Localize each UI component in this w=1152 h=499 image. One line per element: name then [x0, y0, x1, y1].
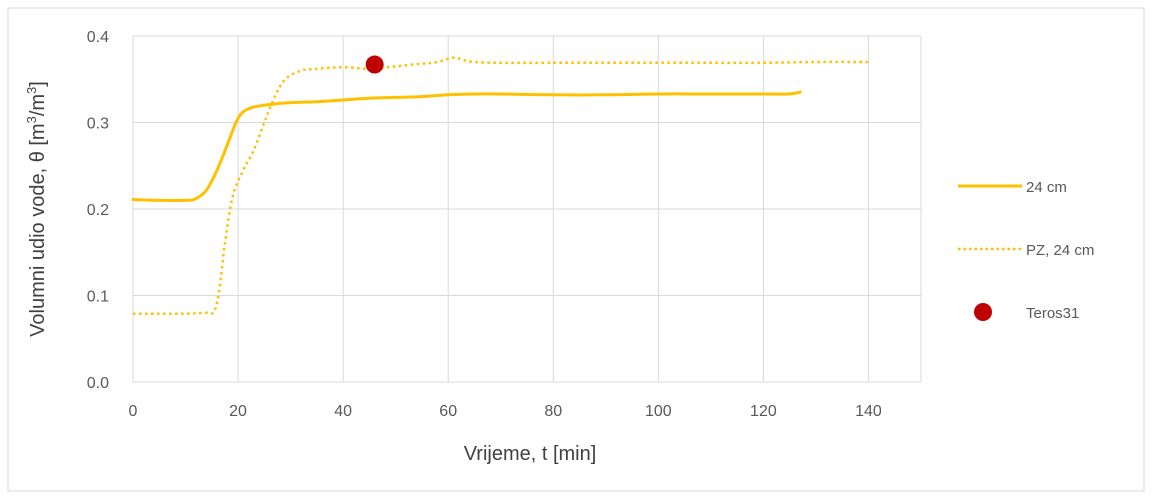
x-tick-label: 120 — [750, 403, 777, 420]
x-axis-title: Vrijeme, t [min] — [464, 443, 597, 465]
chart-area-border — [7, 7, 1145, 492]
y-tick-label: 0.3 — [87, 116, 109, 133]
x-tick-label: 40 — [334, 403, 352, 420]
x-tick-label: 0 — [129, 403, 138, 420]
y-tick-labels: 0.0 0.1 0.2 0.3 0.4 — [87, 29, 109, 392]
y-axis-title-suffix: ] — [27, 81, 49, 87]
y-tick-label: 0.4 — [87, 29, 109, 46]
series-line-24cm — [131, 90, 802, 203]
y-tick-label: 0.1 — [87, 289, 109, 306]
x-tick-label: 20 — [229, 403, 247, 420]
x-tick-label: 140 — [855, 403, 882, 420]
legend-label-pz-24cm: PZ, 24 cm — [1026, 242, 1094, 259]
y-axis-title-sup2: 3 — [24, 87, 39, 94]
legend: 24 cm PZ, 24 cm Teros31 — [958, 179, 1094, 322]
y-axis-title: Volumni udio vode, θ [m3/m3] — [24, 81, 49, 337]
legend-label-teros31: Teros31 — [1026, 305, 1079, 322]
legend-marker-teros31 — [974, 303, 992, 321]
y-axis-title-prefix: Volumni udio vode, θ [m — [27, 123, 49, 336]
x-tick-label: 60 — [439, 403, 457, 420]
x-tick-label: 80 — [544, 403, 562, 420]
x-tick-label: 100 — [645, 403, 672, 420]
series-layer — [131, 55, 869, 315]
y-axis-title-sup1: 3 — [24, 116, 39, 123]
legend-label-24cm: 24 cm — [1026, 179, 1067, 196]
series-point-teros31 — [365, 55, 384, 74]
x-tick-labels: 0 20 40 60 80 100 120 140 — [129, 403, 882, 420]
y-tick-label: 0.0 — [87, 375, 109, 392]
y-axis-title-mid: /m — [27, 94, 49, 116]
y-tick-label: 0.2 — [87, 202, 109, 219]
